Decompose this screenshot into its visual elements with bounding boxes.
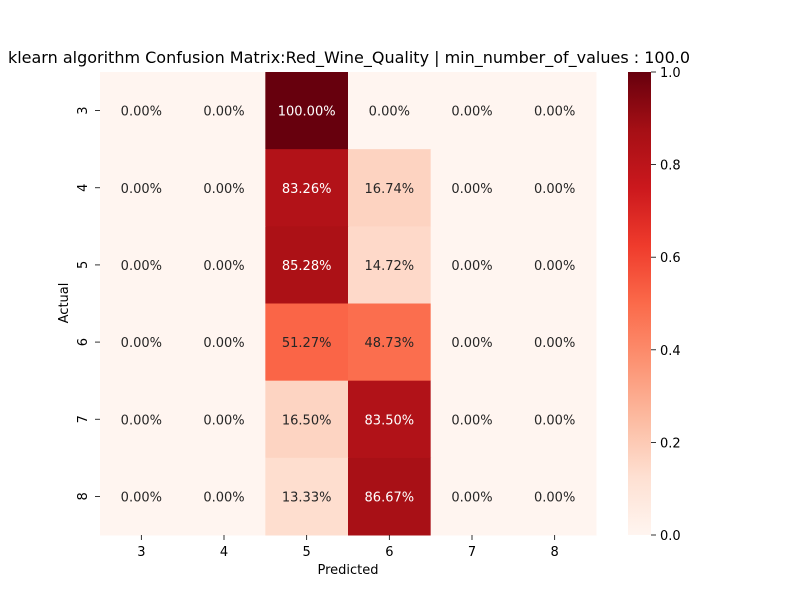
- heatmap-cell-8-5: [265, 457, 349, 536]
- colorbar-tick-label-0.6: 0.6: [660, 251, 681, 266]
- heatmap-cell-6-3: [100, 303, 184, 382]
- heatmap-cell-4-5: [265, 149, 349, 227]
- heatmap-cell-3-4: [182, 72, 266, 150]
- cell-label-3-4: 0.00%: [203, 105, 244, 120]
- cell-label-7-8: 0.00%: [534, 413, 575, 428]
- cell-label-4-6: 16.74%: [365, 182, 415, 197]
- cell-label-8-8: 0.00%: [534, 490, 575, 505]
- colorbar-tick-label-0.2: 0.2: [660, 436, 681, 451]
- heatmap-cell-6-8: [513, 303, 597, 382]
- cell-label-4-3: 0.00%: [121, 182, 162, 197]
- cell-label-4-7: 0.00%: [451, 182, 492, 197]
- heatmap-cell-5-7: [430, 226, 514, 304]
- colorbar: [628, 72, 651, 535]
- cell-label-6-7: 0.00%: [451, 336, 492, 351]
- cell-label-5-3: 0.00%: [121, 259, 162, 274]
- heatmap-cell-4-6: [348, 149, 432, 227]
- heatmap-cell-4-4: [182, 149, 266, 227]
- cell-label-3-3: 0.00%: [121, 105, 162, 120]
- heatmap-cell-8-7: [430, 457, 514, 536]
- heatmap-cell-5-3: [100, 226, 184, 304]
- cell-label-6-4: 0.00%: [203, 336, 244, 351]
- heatmap-cell-5-4: [182, 226, 266, 304]
- heatmap-cell-7-6: [348, 380, 432, 459]
- y-tick-label-4: 4: [76, 184, 91, 192]
- heatmap-cell-5-6: [348, 226, 432, 304]
- x-tick-label-5: 5: [303, 545, 311, 560]
- heatmap-cell-5-5: [265, 226, 349, 304]
- heatmap-cell-7-4: [182, 380, 266, 459]
- cell-label-4-4: 0.00%: [203, 182, 244, 197]
- heatmap-cell-6-4: [182, 303, 266, 382]
- cell-label-3-5: 100.00%: [278, 105, 336, 120]
- y-tick-label-6: 6: [76, 338, 91, 346]
- x-tick-label-8: 8: [551, 545, 559, 560]
- cell-label-6-3: 0.00%: [121, 336, 162, 351]
- chart-title: klearn algorithm Confusion Matrix:Red_Wi…: [8, 48, 690, 68]
- cell-label-5-7: 0.00%: [451, 259, 492, 274]
- heatmap-cell-4-3: [100, 149, 184, 227]
- x-axis-ticks: 3 4 5 6 7 8: [137, 535, 559, 560]
- heatmap-cell-3-8: [513, 72, 597, 150]
- cell-label-7-3: 0.00%: [121, 413, 162, 428]
- heatmap-cell-3-3: [100, 72, 184, 150]
- cell-label-5-5: 85.28%: [282, 259, 332, 274]
- heatmap-cell-3-5: [265, 72, 349, 150]
- heatmap-cell-8-6: [348, 457, 432, 536]
- heatmap-cell-4-7: [430, 149, 514, 227]
- x-tick-label-6: 6: [385, 545, 393, 560]
- cell-label-3-8: 0.00%: [534, 105, 575, 120]
- cell-label-8-5: 13.33%: [282, 490, 332, 505]
- heatmap-cell-7-3: [100, 380, 184, 459]
- heatmap-cell-5-8: [513, 226, 597, 304]
- cell-label-7-5: 16.50%: [282, 413, 332, 428]
- cell-label-6-6: 48.73%: [365, 336, 415, 351]
- cell-label-8-7: 0.00%: [451, 490, 492, 505]
- heatmap-cell-8-4: [182, 457, 266, 536]
- colorbar-tick-label-1.0: 1.0: [660, 66, 681, 81]
- y-tick-label-8: 8: [76, 492, 91, 500]
- y-tick-label-3: 3: [76, 106, 91, 114]
- cell-label-6-8: 0.00%: [534, 336, 575, 351]
- x-tick-label-7: 7: [468, 545, 476, 560]
- heatmap-cells: 0.00% 0.00% 100.00% 0.00% 0.00% 0.00% 0.00% 0.0…: [100, 72, 597, 536]
- cell-label-8-3: 0.00%: [121, 490, 162, 505]
- cell-label-3-7: 0.00%: [451, 105, 492, 120]
- colorbar-ticks: 0.0 0.2 0.4 0.6 0.8 1.0: [651, 66, 681, 544]
- cell-label-7-6: 83.50%: [365, 413, 415, 428]
- cell-label-4-5: 83.26%: [282, 182, 332, 197]
- cell-label-7-4: 0.00%: [203, 413, 244, 428]
- heatmap-cell-7-5: [265, 380, 349, 459]
- heatmap-cell-8-8: [513, 457, 597, 536]
- cell-label-7-7: 0.00%: [451, 413, 492, 428]
- y-tick-label-5: 5: [76, 261, 91, 269]
- heatmap-cell-6-7: [430, 303, 514, 382]
- cell-label-3-6: 0.00%: [369, 105, 410, 120]
- y-axis-ticks: 3 4 5 6 7 8: [76, 106, 100, 501]
- heatmap-cell-6-5: [265, 303, 349, 382]
- x-tick-label-3: 3: [137, 545, 145, 560]
- x-axis-label: Predicted: [317, 563, 378, 578]
- y-axis-label: Actual: [57, 283, 72, 324]
- heatmap-cell-8-3: [100, 457, 184, 536]
- heatmap-cell-7-7: [430, 380, 514, 459]
- colorbar-tick-label-0.8: 0.8: [660, 159, 681, 174]
- heatmap-cell-6-6: [348, 303, 432, 382]
- cell-label-4-8: 0.00%: [534, 182, 575, 197]
- y-tick-label-7: 7: [76, 415, 91, 423]
- cell-label-8-6: 86.67%: [365, 490, 415, 505]
- cell-label-5-6: 14.72%: [365, 259, 415, 274]
- cell-label-5-8: 0.00%: [534, 259, 575, 274]
- colorbar-tick-label-0.4: 0.4: [660, 344, 681, 359]
- cell-label-6-5: 51.27%: [282, 336, 332, 351]
- heatmap-cell-4-8: [513, 149, 597, 227]
- heatmap-cell-3-7: [430, 72, 514, 150]
- colorbar-tick-label-0.0: 0.0: [660, 529, 681, 544]
- heatmap-cell-3-6: [348, 72, 432, 150]
- cell-label-5-4: 0.00%: [203, 259, 244, 274]
- x-tick-label-4: 4: [220, 545, 228, 560]
- cell-label-8-4: 0.00%: [203, 490, 244, 505]
- heatmap-cell-7-8: [513, 380, 597, 459]
